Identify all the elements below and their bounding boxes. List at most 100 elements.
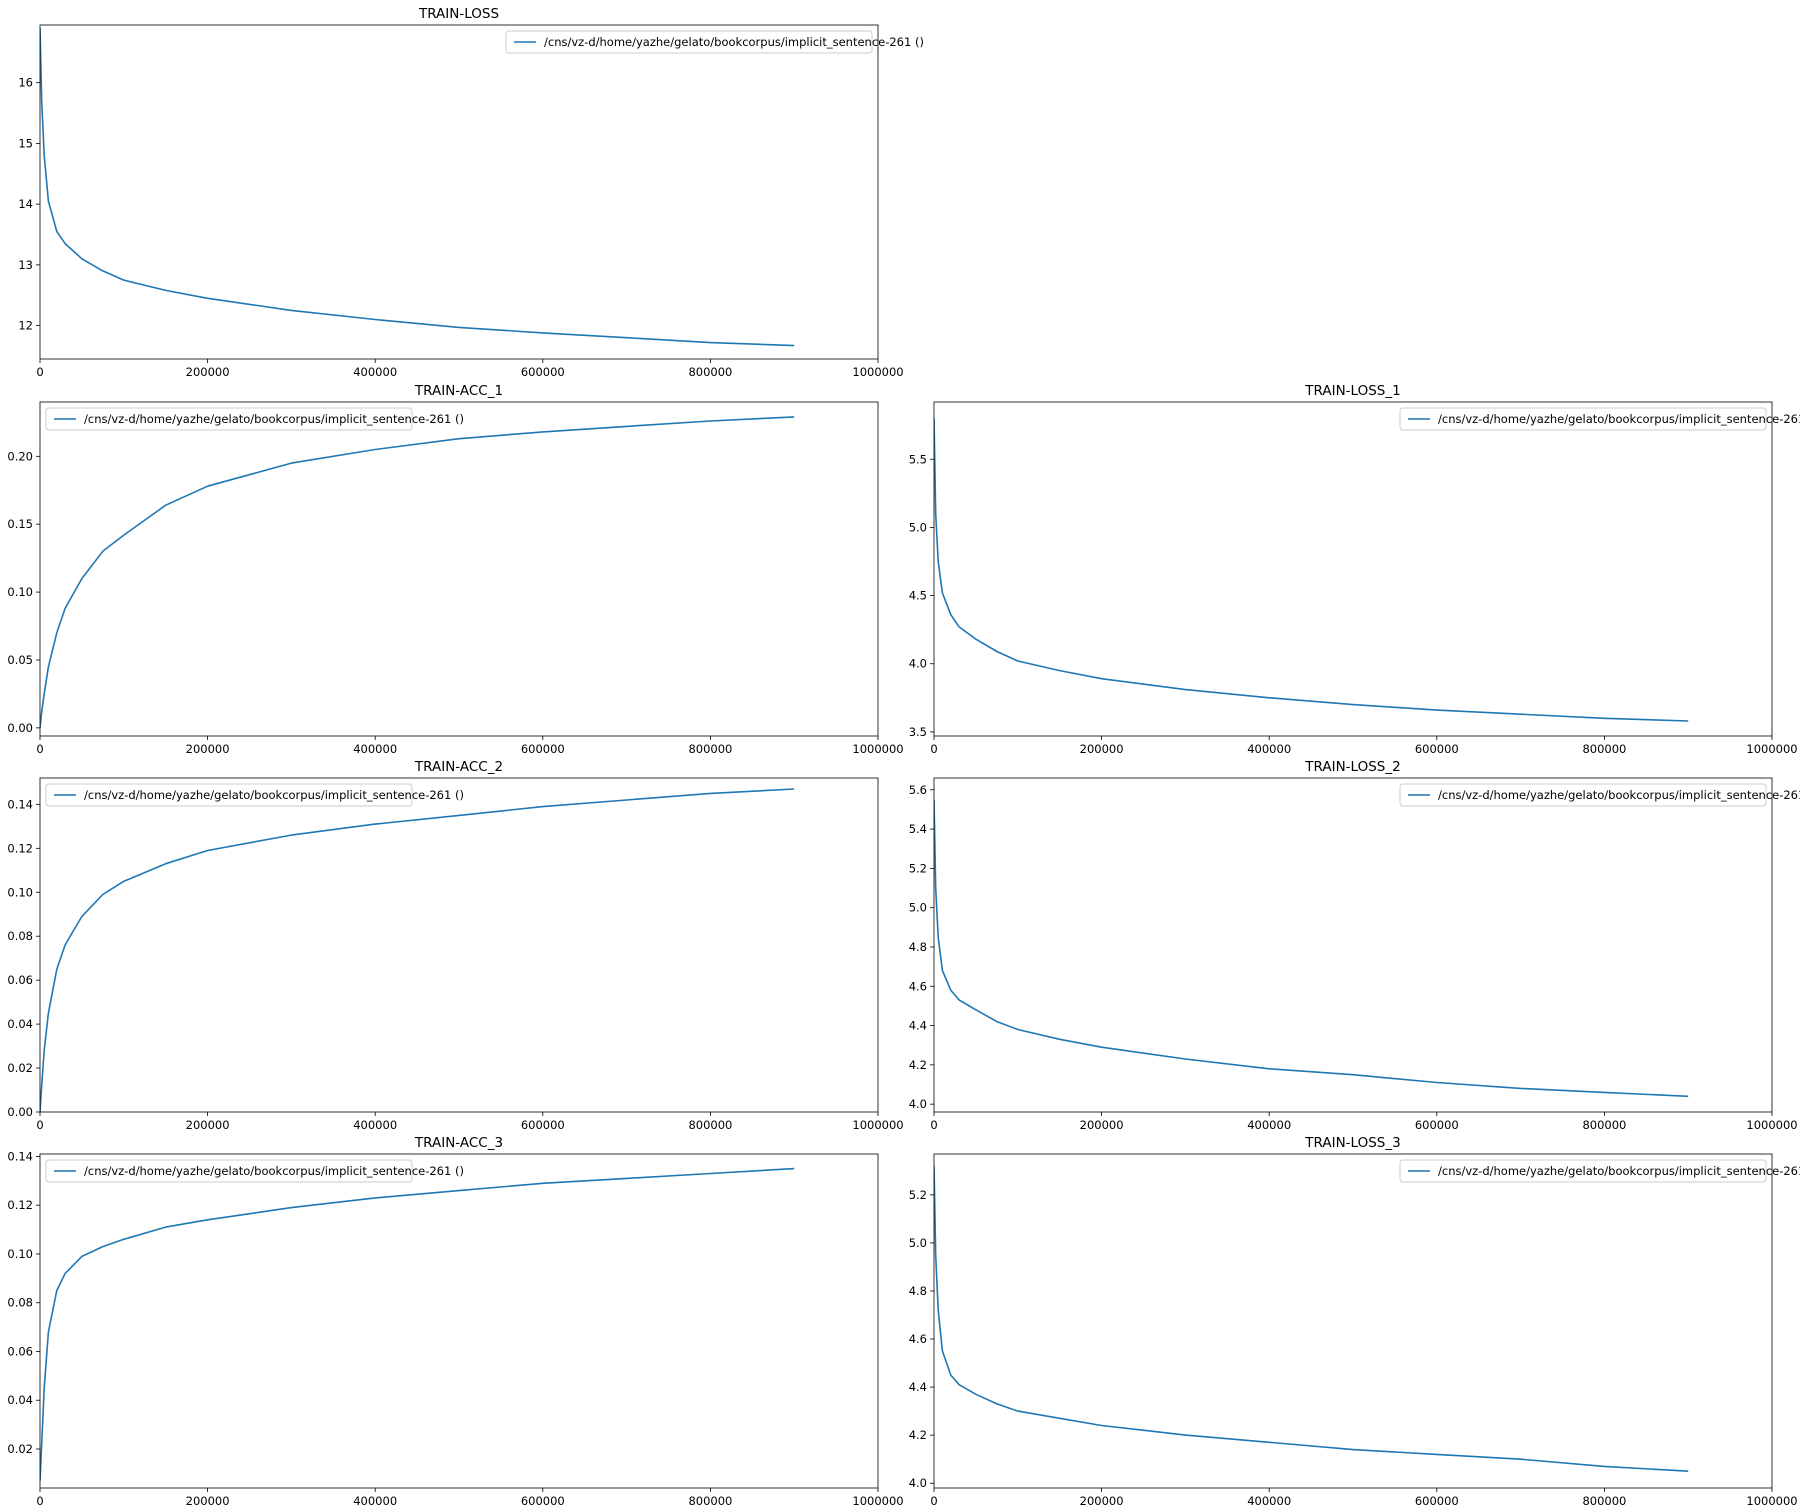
chart-panel-2: TRAIN-ACC_1 0 200000 400000 600000 800000 1000… xyxy=(7,383,903,756)
y-tick-label: 0.20 xyxy=(7,449,33,463)
chart-panel-5: TRAIN-LOSS_2 0 200000 400000 600000 800000 100… xyxy=(909,759,1800,1132)
y-tick-label: 0.00 xyxy=(7,1105,33,1119)
x-tick-label: 800000 xyxy=(1582,742,1626,756)
x-tick-label: 0 xyxy=(36,742,43,756)
chart-panel-3: TRAIN-LOSS_1 0 200000 400000 600000 800000 100… xyxy=(909,383,1800,756)
y-tick-label: 5.2 xyxy=(909,1188,927,1202)
x-tick-label: 1000000 xyxy=(852,742,903,756)
y-tick-label: 5.0 xyxy=(909,520,927,534)
x-tick-label: 600000 xyxy=(521,742,565,756)
x-tick-label: 200000 xyxy=(186,1118,230,1132)
x-tick-label: 0 xyxy=(930,742,937,756)
chart-panel-6: TRAIN-ACC_3 0 200000 400000 600000 800000 1000… xyxy=(7,1135,903,1508)
y-tick-label: 5.4 xyxy=(909,822,927,836)
y-tick-label: 5.0 xyxy=(909,1236,927,1250)
x-tick-label: 800000 xyxy=(688,742,732,756)
series-line-1 xyxy=(934,418,1689,722)
x-tick-label: 0 xyxy=(36,1118,43,1132)
chart-title: TRAIN-LOSS xyxy=(418,6,499,22)
series-line-1 xyxy=(40,1167,795,1481)
y-tick-label: 4.4 xyxy=(909,1019,927,1033)
x-tick-label: 800000 xyxy=(1582,1118,1626,1132)
y-tick-label: 0.14 xyxy=(7,797,33,811)
x-tick-label: 200000 xyxy=(186,742,230,756)
legend-box xyxy=(505,30,873,54)
x-tick-label: 200000 xyxy=(1080,1118,1124,1132)
y-tick-label: 5.0 xyxy=(909,901,927,915)
plot-frame xyxy=(39,24,879,360)
x-tick-label: 400000 xyxy=(1247,742,1291,756)
x-tick-label: 600000 xyxy=(1415,1494,1459,1508)
chart-title: TRAIN-ACC_3 xyxy=(414,1135,503,1151)
legend-label: /cns/vz-d/home/yazhe/gelato/bookcorpus/i… xyxy=(1438,788,1800,802)
y-tick-label: 4.6 xyxy=(909,1332,927,1346)
plot-frame xyxy=(39,777,879,1113)
y-tick-label: 0.06 xyxy=(7,973,33,987)
legend-label: /cns/vz-d/home/yazhe/gelato/bookcorpus/i… xyxy=(84,1164,464,1178)
y-tick-label: 0.10 xyxy=(7,1247,33,1261)
y-tick-label: 0.10 xyxy=(7,585,33,599)
plot-frame xyxy=(933,401,1773,737)
chart-title: TRAIN-LOSS_2 xyxy=(1304,759,1400,775)
legend-box xyxy=(45,1159,413,1183)
y-tick-label: 4.0 xyxy=(909,657,927,671)
legend-label: /cns/vz-d/home/yazhe/gelato/bookcorpus/i… xyxy=(1438,1164,1800,1178)
y-tick-label: 12 xyxy=(18,319,33,333)
legend-box xyxy=(1399,1159,1767,1183)
x-tick-label: 0 xyxy=(36,1494,43,1508)
legend-box xyxy=(45,783,413,807)
legend-box xyxy=(1399,407,1767,431)
x-tick-label: 400000 xyxy=(353,1118,397,1132)
y-tick-label: 0.06 xyxy=(7,1344,33,1358)
x-tick-label: 400000 xyxy=(1247,1494,1291,1508)
y-tick-label: 4.0 xyxy=(909,1476,927,1490)
chart-panel-7: TRAIN-LOSS_3 0 200000 400000 600000 800000 100… xyxy=(909,1135,1800,1508)
y-tick-label: 4.8 xyxy=(909,1284,927,1298)
legend-label: /cns/vz-d/home/yazhe/gelato/bookcorpus/i… xyxy=(544,35,924,49)
y-tick-label: 15 xyxy=(18,136,33,150)
y-tick-label: 0.08 xyxy=(7,1296,33,1310)
x-tick-label: 600000 xyxy=(521,365,565,379)
x-tick-label: 400000 xyxy=(353,1494,397,1508)
x-tick-label: 800000 xyxy=(688,1494,732,1508)
y-tick-label: 0.05 xyxy=(7,653,33,667)
x-tick-label: 1000000 xyxy=(852,365,903,379)
x-tick-label: 400000 xyxy=(353,742,397,756)
chart-title: TRAIN-LOSS_3 xyxy=(1304,1135,1400,1151)
legend-box xyxy=(1399,783,1767,807)
legend-label: /cns/vz-d/home/yazhe/gelato/bookcorpus/i… xyxy=(84,412,464,426)
y-tick-label: 16 xyxy=(18,76,33,90)
y-tick-label: 0.12 xyxy=(7,1198,33,1212)
x-tick-label: 200000 xyxy=(1080,1494,1124,1508)
y-tick-label: 0.04 xyxy=(7,1017,33,1031)
y-tick-label: 5.2 xyxy=(909,861,927,875)
y-tick-label: 4.5 xyxy=(909,589,927,603)
y-tick-label: 4.6 xyxy=(909,979,927,993)
x-tick-label: 200000 xyxy=(186,1494,230,1508)
x-tick-label: 1000000 xyxy=(1746,1494,1797,1508)
y-tick-label: 4.4 xyxy=(909,1380,927,1394)
series-line-1 xyxy=(40,788,795,1112)
y-tick-label: 13 xyxy=(18,258,33,272)
x-tick-label: 400000 xyxy=(353,365,397,379)
x-tick-label: 0 xyxy=(930,1494,937,1508)
chart-title: TRAIN-LOSS_1 xyxy=(1304,383,1400,399)
series-line-1 xyxy=(934,1165,1689,1472)
y-tick-label: 0.14 xyxy=(7,1149,33,1163)
legend-box xyxy=(45,407,413,431)
x-tick-label: 0 xyxy=(36,365,43,379)
x-tick-label: 800000 xyxy=(688,365,732,379)
x-tick-label: 1000000 xyxy=(852,1494,903,1508)
x-tick-label: 600000 xyxy=(1415,742,1459,756)
y-tick-label: 4.2 xyxy=(909,1058,927,1072)
y-tick-label: 0.02 xyxy=(7,1061,33,1075)
x-tick-label: 600000 xyxy=(521,1494,565,1508)
series-line-1 xyxy=(40,27,795,347)
y-tick-label: 0.02 xyxy=(7,1442,33,1456)
x-tick-label: 600000 xyxy=(521,1118,565,1132)
y-tick-label: 0.15 xyxy=(7,517,33,531)
chart-panel-1: TRAIN-LOSS 0 200000 400000 600000 800000 10000… xyxy=(18,6,924,379)
x-tick-label: 0 xyxy=(930,1118,937,1132)
x-tick-label: 1000000 xyxy=(1746,1118,1797,1132)
y-tick-label: 0.00 xyxy=(7,721,33,735)
